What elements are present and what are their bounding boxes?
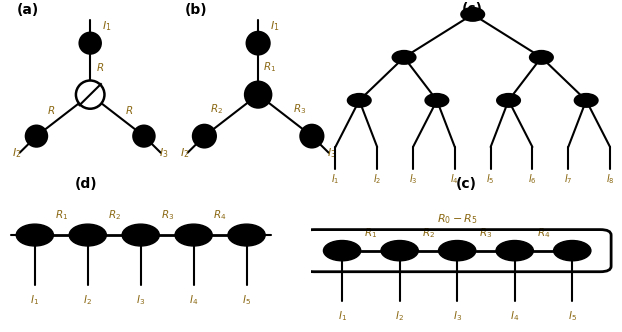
Text: $I_3$: $I_3$ (159, 146, 169, 160)
Text: $I_{2}$: $I_{2}$ (395, 309, 404, 323)
Text: $R_{1}$: $R_{1}$ (55, 208, 68, 222)
Text: $R_2$: $R_2$ (210, 102, 223, 116)
Text: $R_{1}$: $R_{1}$ (364, 227, 378, 240)
Circle shape (76, 80, 104, 109)
Text: $I_3$: $I_3$ (327, 146, 337, 160)
Ellipse shape (381, 240, 419, 261)
Text: $I_{5}$: $I_{5}$ (568, 309, 577, 323)
Text: $I_{5}$: $I_{5}$ (242, 294, 251, 307)
Text: $I_{3}$: $I_{3}$ (409, 172, 417, 186)
Text: $R_3$: $R_3$ (294, 102, 307, 116)
Circle shape (346, 93, 372, 108)
Ellipse shape (69, 224, 106, 246)
Circle shape (496, 93, 521, 108)
Text: $I_{6}$: $I_{6}$ (528, 172, 537, 186)
Circle shape (391, 50, 417, 65)
Circle shape (244, 80, 272, 109)
Text: $R_0-R_5$: $R_0-R_5$ (437, 212, 478, 226)
Text: $I_{2}$: $I_{2}$ (373, 172, 381, 186)
Text: $I_{8}$: $I_{8}$ (606, 172, 615, 186)
Ellipse shape (122, 224, 159, 246)
Text: $I_{4}$: $I_{4}$ (450, 172, 459, 186)
Text: (a): (a) (17, 3, 39, 17)
Ellipse shape (228, 224, 265, 246)
Text: $I_{3}$: $I_{3}$ (453, 309, 462, 323)
Circle shape (424, 93, 450, 108)
Circle shape (529, 50, 554, 65)
Circle shape (573, 93, 599, 108)
Circle shape (132, 124, 156, 148)
Circle shape (25, 124, 49, 148)
Text: $I_{1}$: $I_{1}$ (331, 172, 340, 186)
Text: $I_2$: $I_2$ (12, 146, 21, 160)
Text: $I_{7}$: $I_{7}$ (564, 172, 573, 186)
Text: $I_{5}$: $I_{5}$ (486, 172, 495, 186)
Text: $R_{4}$: $R_{4}$ (537, 227, 550, 240)
Text: $R_{3}$: $R_{3}$ (160, 208, 174, 222)
Circle shape (460, 7, 485, 22)
Text: $I_{1}$: $I_{1}$ (30, 294, 39, 307)
Text: (c): (c) (462, 2, 483, 16)
Text: (c): (c) (456, 177, 477, 191)
Text: $I_{4}$: $I_{4}$ (510, 309, 519, 323)
Text: $R$: $R$ (96, 61, 104, 73)
Circle shape (246, 31, 271, 55)
Ellipse shape (439, 240, 476, 261)
Circle shape (78, 32, 102, 55)
Text: $I_{3}$: $I_{3}$ (136, 294, 146, 307)
Circle shape (192, 124, 217, 148)
Text: $I_2$: $I_2$ (180, 146, 189, 160)
Text: $R_{3}$: $R_{3}$ (480, 227, 493, 240)
Text: (d): (d) (75, 177, 98, 191)
Text: $R_{4}$: $R_{4}$ (213, 208, 227, 222)
Ellipse shape (496, 240, 534, 261)
Text: $I_{4}$: $I_{4}$ (189, 294, 198, 307)
Ellipse shape (175, 224, 212, 246)
Text: $I_1$: $I_1$ (102, 20, 112, 34)
Text: $R$: $R$ (47, 104, 56, 117)
Text: $I_1$: $I_1$ (270, 20, 280, 34)
Text: $R$: $R$ (124, 104, 133, 117)
Text: $R_1$: $R_1$ (263, 60, 277, 74)
Ellipse shape (16, 224, 53, 246)
Text: $I_{1}$: $I_{1}$ (338, 309, 346, 323)
Text: $R_{2}$: $R_{2}$ (108, 208, 121, 222)
Ellipse shape (554, 240, 591, 261)
Text: $I_{2}$: $I_{2}$ (83, 294, 92, 307)
Text: $R_{2}$: $R_{2}$ (422, 227, 435, 240)
Circle shape (299, 124, 325, 148)
Text: (b): (b) (185, 3, 207, 17)
Ellipse shape (323, 240, 361, 261)
